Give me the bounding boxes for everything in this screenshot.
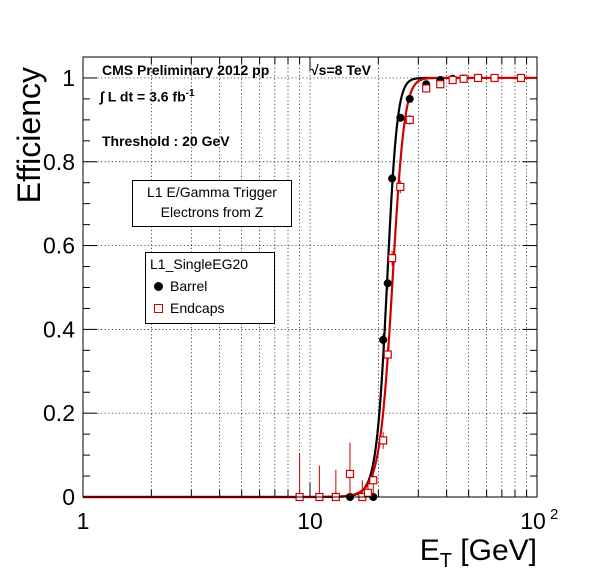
y-tick-label: 0.2 [43, 400, 75, 426]
barrel-marker-icon [153, 281, 163, 291]
data-point-endcaps [388, 254, 397, 263]
y-tick-label: 0.6 [43, 233, 75, 259]
data-point-endcaps [422, 84, 431, 93]
data-point-barrel [388, 174, 397, 183]
data-point-endcaps [363, 488, 373, 497]
series-endcaps [295, 73, 526, 502]
data-point-barrel [405, 94, 414, 103]
x-axis-title: ET [GeV] [420, 534, 537, 572]
data-point-endcaps [490, 73, 499, 83]
luminosity-exponent: -1 [185, 88, 195, 99]
data-point-endcaps [448, 75, 457, 85]
data-point-endcaps [459, 74, 468, 83]
data-point-endcaps [369, 476, 378, 485]
y-axis-title: Efficiency [11, 67, 47, 203]
endcaps-marker-icon [153, 303, 163, 313]
data-point-endcaps [383, 350, 392, 359]
data-point-endcaps [473, 73, 483, 83]
legend-label-endcaps: Endcaps [170, 300, 225, 316]
legend-label-barrel: Barrel [170, 278, 208, 294]
luminosity-label: ∫ L dt = 3.6 fb-1 [100, 88, 195, 105]
y-tick-label: 0.4 [43, 316, 75, 342]
x-tick-label: 10 [520, 508, 546, 534]
plot-frame [82, 56, 538, 498]
data-point-barrel [383, 279, 392, 288]
data-point-endcaps [396, 182, 405, 192]
threshold-label: Threshold : 20 GeV [102, 133, 230, 149]
trigger-line-2: Electrons from Z [160, 204, 264, 220]
legend-entry-endcaps: Endcaps [146, 297, 274, 319]
legend: L1_SingleEG20 Barrel Endcaps [145, 252, 275, 324]
data-point-barrel [396, 113, 405, 122]
x-tick-label: 10 [297, 508, 323, 534]
energy-label: √s=8 TeV [311, 62, 371, 78]
trigger-line-1: L1 E/Gamma Trigger [147, 184, 277, 200]
y-tick-label: 1 [62, 65, 75, 91]
data-point-endcaps [436, 80, 445, 89]
y-tick-label: 0.8 [43, 149, 75, 175]
data-point-endcaps [345, 469, 355, 479]
trigger-info-box: L1 E/Gamma Trigger Electrons from Z [132, 180, 292, 227]
x-tick-label-exponent: 2 [550, 506, 558, 523]
data-point-endcaps [516, 73, 526, 83]
data-point-endcaps [379, 436, 388, 445]
x-tick-label: 1 [77, 508, 90, 534]
data-point-endcaps [405, 115, 414, 124]
data-point-barrel [379, 335, 388, 344]
cms-preliminary-label: CMS Preliminary 2012 pp [102, 62, 270, 78]
legend-entry-barrel: Barrel [146, 275, 274, 297]
y-tick-label: 0 [62, 484, 75, 510]
legend-title: L1_SingleEG20 [150, 256, 249, 272]
luminosity-text: ∫ L dt = 3.6 fb [100, 88, 186, 105]
